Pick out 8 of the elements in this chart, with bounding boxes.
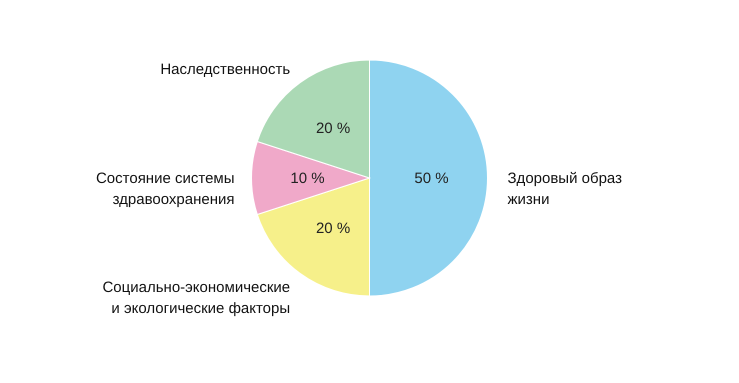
slice-label: Состояние системы здравоохранения	[96, 170, 234, 208]
slice-label: Здоровый образ жизни	[508, 170, 622, 208]
slice-label: Наследственность	[160, 60, 290, 78]
slice-label: Социально-экономические и экологические факторы	[102, 279, 290, 318]
data-label: 50 %	[414, 170, 449, 187]
data-label: 20 %	[316, 120, 350, 137]
data-label: 20 %	[316, 220, 350, 238]
data-label: 10 %	[290, 170, 325, 187]
